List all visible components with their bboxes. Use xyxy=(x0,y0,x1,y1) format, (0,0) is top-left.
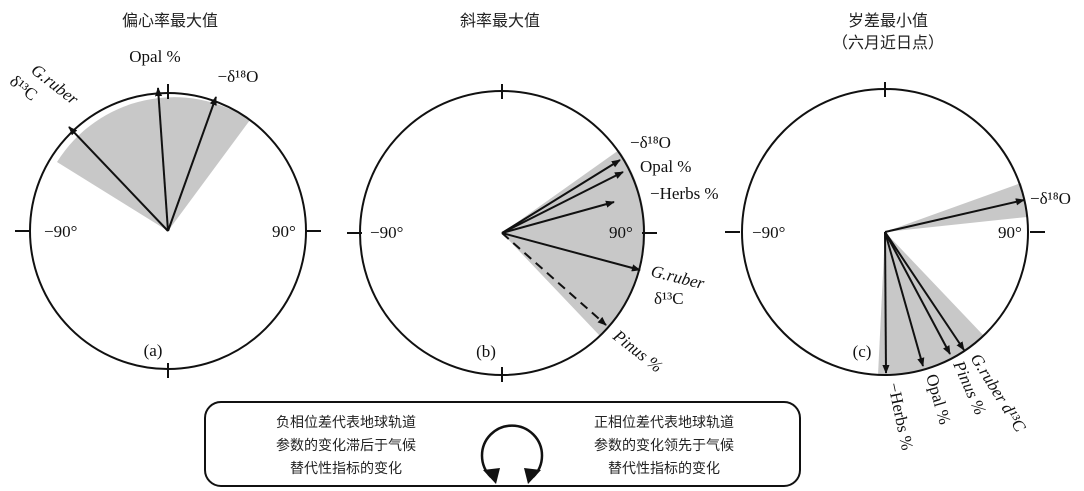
panel-b-label-pinus: Pinus % xyxy=(609,326,667,377)
panel-b: 斜率最大值 −δ¹⁸O Opal % −Herbs % G.ruber δ¹³C… xyxy=(347,11,719,382)
panel-c-arrow-herbs xyxy=(882,231,890,374)
panel-b-arrow-pinus xyxy=(501,232,607,326)
legend-cycle-icon xyxy=(480,424,544,478)
legend-box: 负相位差代表地球轨道 参数的变化滞后于气候 替代性指标的变化 正相位差代表地球轨… xyxy=(204,401,801,487)
panel-b-label-opal: Opal % xyxy=(640,157,691,176)
panel-a-label-opal: Opal % xyxy=(129,47,180,66)
panel-c-label-d18o: −δ¹⁸O xyxy=(1030,189,1071,208)
panel-c-tick-left-label: −90° xyxy=(752,223,785,242)
panel-a-title: 偏心率最大值 xyxy=(122,11,218,30)
legend-cycle-arrowhead-right xyxy=(524,468,541,484)
legend-left-line2: 参数的变化滞后于气候 xyxy=(276,437,416,454)
panel-b-letter: (b) xyxy=(476,342,496,361)
legend-cycle-arrowhead-left xyxy=(483,468,500,484)
panel-a-tick-left-label: −90° xyxy=(44,222,77,241)
panel-c-arrow-d18o xyxy=(884,198,1025,233)
legend-right-line1: 正相位差代表地球轨道 xyxy=(594,415,734,431)
panel-a-shade xyxy=(57,97,250,232)
panel-c-shade-top xyxy=(885,183,1027,232)
legend-right-line3: 替代性指标的变化 xyxy=(608,461,720,477)
panel-b-label-herbs: −Herbs % xyxy=(650,184,719,203)
panel-b-shade xyxy=(502,150,646,336)
panel-a-arrow-opal xyxy=(154,87,169,232)
legend-right-line2: 参数的变化领先于气候 xyxy=(594,437,734,454)
panel-a-label-d18o: −δ¹⁸O xyxy=(218,67,259,86)
panel-b-label-d18o: −δ¹⁸O xyxy=(630,133,671,152)
panel-a-arrow-gruber xyxy=(68,126,169,232)
legend-left-line1: 负相位差代表地球轨道 xyxy=(276,415,416,431)
panel-b-title: 斜率最大值 xyxy=(460,11,540,30)
panel-a-arrow-d18o xyxy=(167,96,217,232)
panel-b-arrow-gruber xyxy=(501,232,641,272)
panel-b-arrow-d18o xyxy=(501,159,621,234)
panel-b-tick-right-label: 90° xyxy=(609,223,633,242)
panel-b-arrow-opal xyxy=(501,171,624,234)
panel-c-title: 岁差最小值 xyxy=(848,11,928,30)
panel-c-tick-right-label: 90° xyxy=(998,223,1022,242)
panel-c-arrow-pinus xyxy=(884,231,951,355)
panel-b-arrow-herbs xyxy=(501,200,615,234)
panel-c: 岁差最小值 （六月近日点） −δ¹⁸O −Herbs % Opal % Pinu… xyxy=(725,11,1071,452)
legend-left-line3: 替代性指标的变化 xyxy=(290,461,402,477)
panel-a-letter: (a) xyxy=(144,341,163,360)
panel-c-arrow-opal xyxy=(884,231,925,367)
panel-c-label-opal: Opal % xyxy=(922,372,954,427)
panel-c-subtitle: （六月近日点） xyxy=(832,33,944,52)
panel-a: 偏心率最大值 Opal % −δ¹⁸O G.ruber δ¹³C −90° 90… xyxy=(6,11,321,378)
panel-c-letter: (c) xyxy=(853,342,872,361)
panel-b-label-d13c: δ¹³C xyxy=(654,289,684,308)
panel-c-shade-bottom xyxy=(878,232,984,376)
panel-c-label-herbs: −Herbs % xyxy=(884,381,917,452)
panel-b-tick-left-label: −90° xyxy=(370,223,403,242)
legend-frame xyxy=(204,401,801,487)
panel-a-tick-right-label: 90° xyxy=(272,222,296,241)
panel-c-arrow-gruber xyxy=(884,231,965,351)
